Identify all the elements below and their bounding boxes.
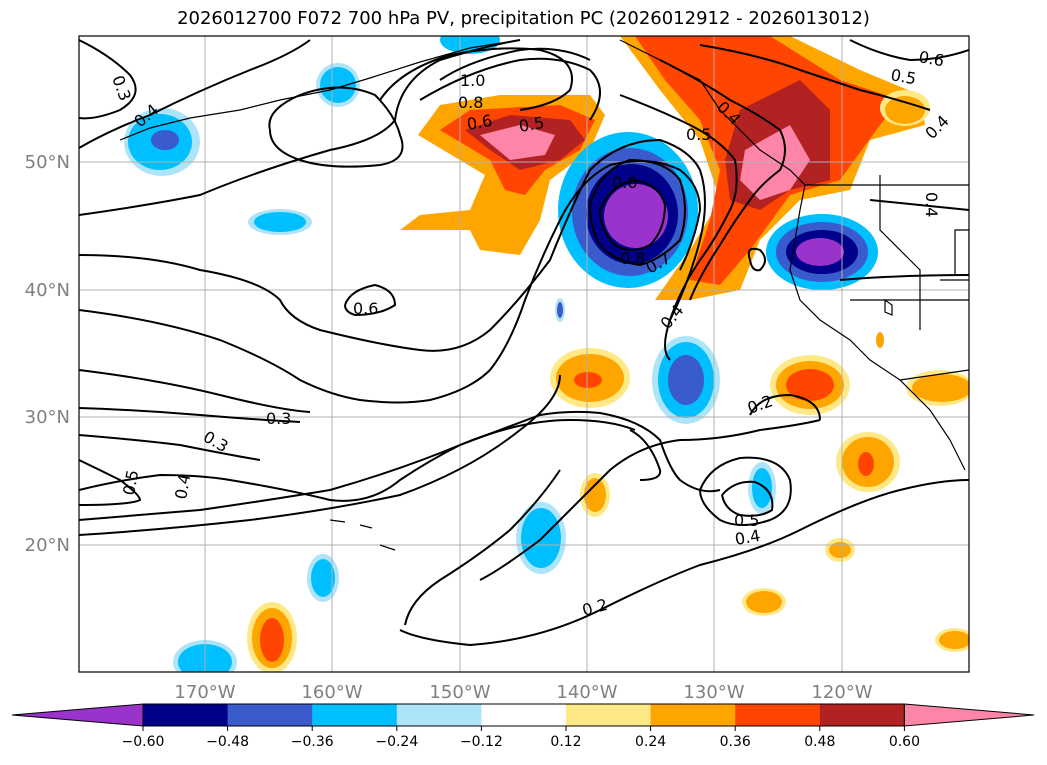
latitude-labels: 50°N 40°N 30°N 20°N xyxy=(25,152,70,556)
contour-label: 0.6 xyxy=(465,111,493,134)
contour-label: 1.0 xyxy=(460,71,485,90)
colorbar-segment xyxy=(819,704,905,726)
lat-label-20n: 20°N xyxy=(25,535,70,556)
contour-label: 0.5 xyxy=(686,125,711,144)
contour-label: 0.5 xyxy=(889,65,917,88)
colorbar-segment xyxy=(396,704,482,726)
colorbar-tick-label: 0.36 xyxy=(720,734,751,750)
longitude-labels: 170°W 160°W 150°W 140°W 130°W 120°W xyxy=(174,682,872,703)
colorbar-segment xyxy=(735,704,821,726)
contour-label: 0.6 xyxy=(353,299,378,318)
colorbar-segment xyxy=(566,704,652,726)
contour-label: 0.5 xyxy=(734,511,759,530)
lon-label-120w: 120°W xyxy=(811,682,872,703)
contour-label: 0.4 xyxy=(171,472,194,500)
colorbar-segment xyxy=(650,704,736,726)
colorbar-outline xyxy=(142,703,905,727)
contour-label: 0.6 xyxy=(917,47,945,70)
contour-label: 0.5 xyxy=(119,468,142,496)
precip-shading xyxy=(124,36,969,672)
colorbar: −0.60 −0.48 −0.36 −0.24 −0.12 0.12 0.24 0.36 0.4… xyxy=(11,703,1035,750)
lat-label-50n: 50°N xyxy=(25,152,70,173)
colorbar-extend-low xyxy=(11,703,144,727)
colorbar-tick-label: −0.12 xyxy=(460,734,503,750)
colorbar-tick-label: 0.24 xyxy=(635,734,666,750)
lon-label-140w: 140°W xyxy=(556,682,617,703)
contour-label: 0.8 xyxy=(620,249,645,268)
pv-contours xyxy=(79,39,969,647)
colorbar-tick-label: −0.60 xyxy=(122,734,165,750)
lon-label-160w: 160°W xyxy=(301,682,362,703)
map-frame xyxy=(78,35,970,673)
colorbar-segment xyxy=(143,704,229,726)
colorbar-extend-high xyxy=(903,703,1035,727)
colorbar-tick-label: −0.48 xyxy=(206,734,249,750)
lon-label-130w: 130°W xyxy=(683,682,744,703)
contour-label: 0.5 xyxy=(517,113,545,136)
colorbar-tick-label: 0.12 xyxy=(550,734,581,750)
contour-label: 0.8 xyxy=(458,93,483,112)
contour-label: 0.4 xyxy=(922,192,941,217)
colorbar-tick-label: −0.24 xyxy=(375,734,418,750)
colorbar-segment xyxy=(481,704,567,726)
colorbar-segment xyxy=(312,704,398,726)
contour-label: 0.4 xyxy=(733,526,761,549)
lat-label-30n: 30°N xyxy=(25,407,70,428)
lon-label-150w: 150°W xyxy=(429,682,490,703)
colorbar-tick-label: 0.60 xyxy=(889,734,920,750)
graticule xyxy=(79,36,969,672)
coastlines xyxy=(119,39,969,551)
contour-label: 0.6 xyxy=(612,173,637,192)
colorbar-tick-label: −0.36 xyxy=(291,734,334,750)
lat-label-40n: 40°N xyxy=(25,280,70,301)
colorbar-tick-label: 0.48 xyxy=(804,734,835,750)
colorbar-segment xyxy=(227,704,313,726)
contour-label: 0.3 xyxy=(266,409,291,428)
map-title: 2026012700 F072 700 hPa PV, precipitatio… xyxy=(177,8,870,29)
lon-label-170w: 170°W xyxy=(174,682,235,703)
